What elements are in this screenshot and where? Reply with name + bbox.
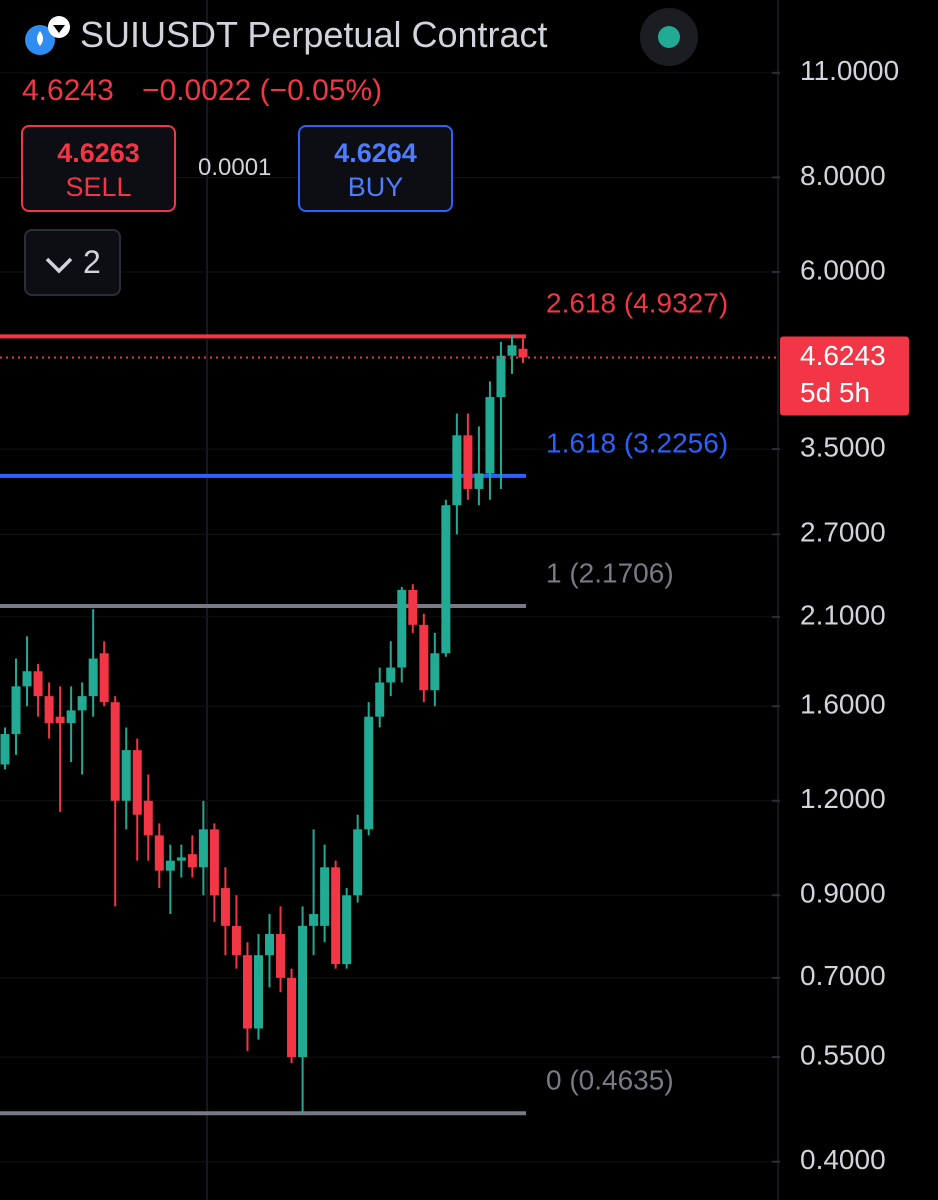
fib-label: 1 (2.1706)	[546, 557, 674, 588]
candle-body	[265, 933, 275, 956]
buy-price: 4.6264	[334, 138, 417, 168]
sell-price: 4.6263	[57, 138, 140, 168]
last-price-box	[780, 336, 909, 416]
candle-body	[66, 710, 76, 724]
candle-body	[88, 658, 98, 697]
coin-icon	[22, 14, 74, 58]
candle-body	[386, 667, 396, 683]
candle-body	[55, 716, 65, 724]
candle-body	[518, 348, 528, 358]
candle-body	[408, 589, 418, 625]
candle-body	[121, 750, 131, 801]
candle-body	[253, 955, 263, 1029]
candle-body	[485, 397, 495, 474]
candle-body	[375, 682, 385, 717]
chevron	[45, 257, 73, 274]
candle-body	[0, 734, 10, 765]
y-tick-label: 11.0000	[800, 55, 899, 86]
countdown-label: 5d 5h	[800, 377, 870, 408]
candle-body	[154, 835, 164, 871]
candle-body	[33, 671, 43, 697]
sell-button[interactable]: 4.6263 SELL	[21, 125, 176, 212]
candle-body	[209, 829, 219, 896]
candle-body	[198, 829, 208, 868]
price-change: −0.0022 (−0.05%)	[142, 74, 383, 107]
candle-body	[187, 854, 197, 868]
y-tick-label: 2.7000	[800, 517, 886, 548]
candle-body	[342, 895, 352, 965]
candle-body	[44, 696, 54, 724]
y-tick-label: 0.7000	[800, 960, 886, 991]
y-tick-label: 8.0000	[800, 160, 886, 191]
candle-body	[507, 345, 517, 356]
candle-body	[353, 829, 363, 896]
y-tick-label: 2.1000	[800, 599, 886, 630]
indicator-toggle[interactable]: 2	[24, 229, 121, 296]
candle-body	[441, 505, 451, 654]
last-price: 4.6243	[22, 74, 114, 107]
candle-body	[165, 860, 175, 871]
candle-body	[287, 977, 297, 1058]
candle-body	[22, 671, 32, 687]
symbol-title: SUIUSDT Perpetual Contract	[80, 14, 548, 55]
candle-body	[99, 653, 109, 703]
sell-label: SELL	[65, 172, 132, 202]
buy-label: BUY	[347, 172, 404, 202]
candle-body	[496, 355, 506, 398]
candle-body	[11, 686, 21, 735]
candle-body	[242, 955, 252, 1029]
indicator-count: 2	[83, 244, 101, 280]
candle-body	[176, 857, 186, 861]
candle-body	[110, 702, 120, 801]
fib-label: 1.618 (3.2256)	[546, 427, 728, 458]
candle-body	[397, 589, 407, 668]
candle-body	[474, 473, 484, 489]
candle-body	[132, 750, 142, 815]
candle-body	[331, 867, 341, 965]
candle-body	[309, 914, 319, 926]
fib-label: 2.618 (4.9327)	[546, 288, 728, 319]
candle-body	[220, 888, 230, 926]
y-tick-label: 6.0000	[800, 254, 886, 285]
candle-body	[231, 925, 241, 956]
y-tick-label: 3.5000	[800, 431, 886, 462]
candle-body	[364, 716, 374, 830]
candle-body	[430, 653, 440, 691]
candle-body	[143, 800, 153, 836]
buy-button[interactable]: 4.6264 BUY	[298, 125, 453, 212]
spread: 0.0001	[198, 154, 272, 181]
last-price-label: 4.6243	[800, 340, 886, 371]
y-tick-label: 0.9000	[800, 878, 886, 909]
status[interactable]	[640, 8, 698, 66]
candle-body	[276, 933, 286, 978]
candle-body	[463, 435, 473, 489]
candle-body	[298, 925, 308, 1058]
y-tick-label: 0.5500	[800, 1039, 886, 1070]
candle-body	[452, 435, 462, 506]
y-tick-label: 1.2000	[800, 783, 886, 814]
y-tick-label: 1.6000	[800, 689, 886, 720]
y-tick-label: 0.4000	[800, 1144, 886, 1175]
candle-body	[419, 624, 429, 691]
fib-label: 0 (0.4635)	[546, 1065, 674, 1096]
candle-body	[320, 867, 330, 926]
icon	[25, 16, 70, 55]
candle-body	[77, 696, 87, 711]
